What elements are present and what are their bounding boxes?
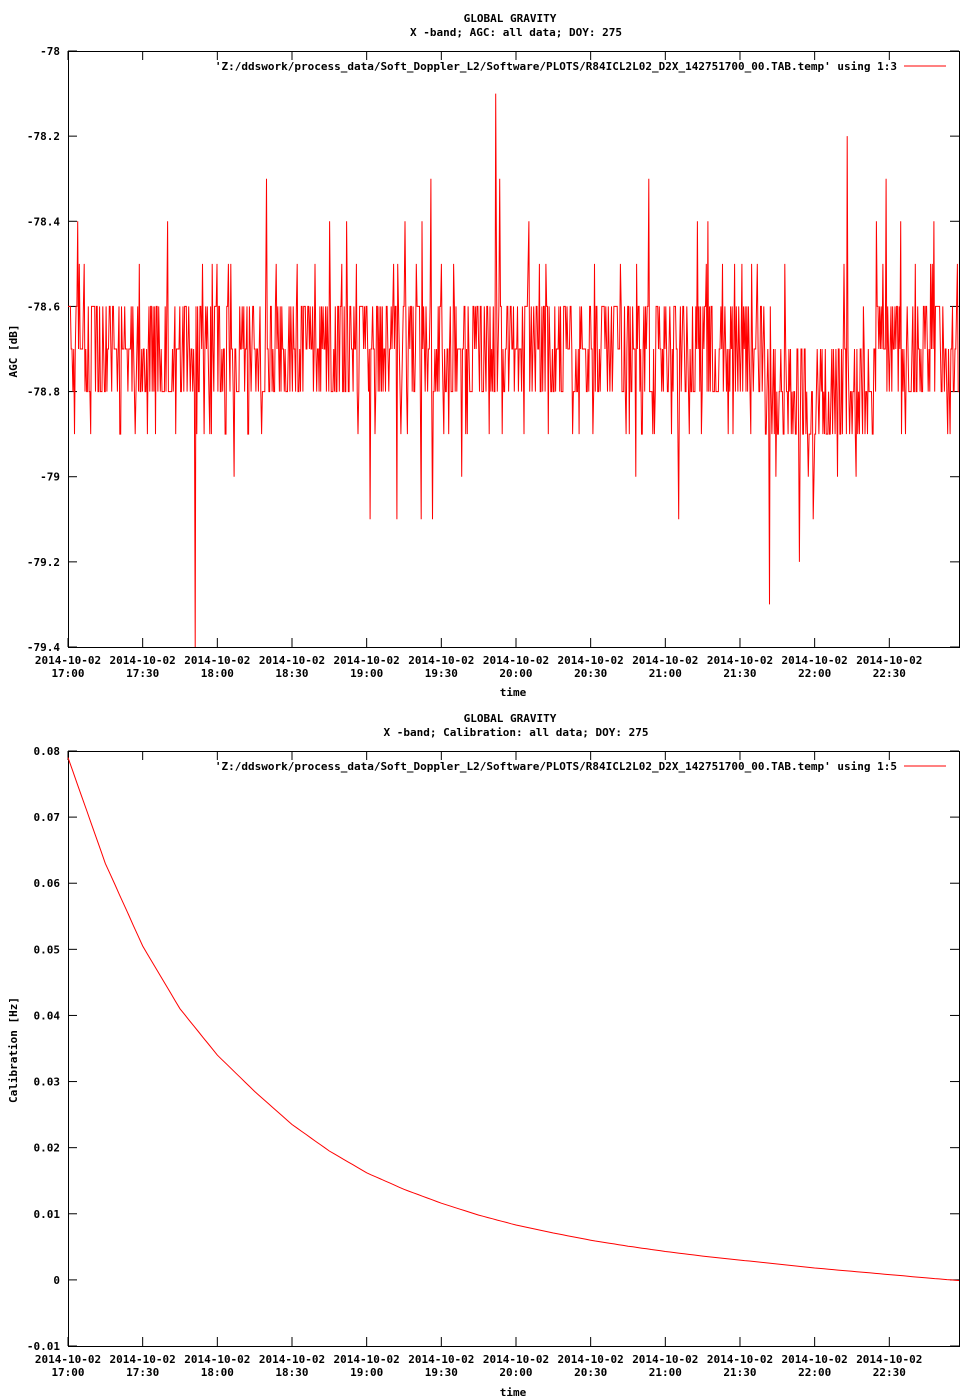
y-tick-label: -79.4 [27,641,60,654]
y-tick-label: 0.07 [34,811,61,824]
x-tick-date-label: 2014-10-02 [707,1353,773,1366]
x-tick-time-label: 19:00 [350,667,383,680]
x-tick-time-label: 22:30 [873,667,906,680]
y-tick-label: -78.2 [27,130,60,143]
x-tick-time-label: 20:00 [499,667,532,680]
calibration-y-ticks: 0.08 0.07 0.06 0.05 0.04 0.03 0.02 0.01 0 -0.01 [27,745,959,1353]
x-tick-date-label: 2014-10-02 [408,654,474,667]
y-tick-label: 0 [53,1274,60,1287]
x-tick-date-label: 2014-10-02 [707,654,773,667]
x-tick-time-label: 19:30 [425,667,458,680]
y-tick-label: 0.03 [34,1076,61,1089]
x-tick-time-label: 22:00 [798,1366,831,1379]
y-tick-label: 0.05 [34,943,61,956]
x-tick-date-label: 2014-10-02 [782,654,848,667]
x-tick-date-label: 2014-10-02 [558,654,624,667]
agc-x-ticks: 2014-10-0217:002014-10-0217:302014-10-02… [35,51,922,680]
y-tick-label: -0.01 [27,1340,60,1353]
x-tick-date-label: 2014-10-02 [632,1353,698,1366]
agc-chart-subtitle: X -band; AGC: all data; DOY: 275 [410,26,622,39]
agc-plot-frame [68,51,960,648]
x-tick-time-label: 18:30 [275,667,308,680]
agc-y-axis-label: AGC [dB] [7,325,20,378]
y-tick-label: -79 [40,471,60,484]
x-tick-date-label: 2014-10-02 [110,654,176,667]
agc-x-axis-label: time [500,686,527,699]
x-tick-date-label: 2014-10-02 [334,654,400,667]
x-tick-time-label: 20:00 [499,1366,532,1379]
y-tick-label: -78.6 [27,300,60,313]
x-tick-date-label: 2014-10-02 [259,654,325,667]
x-tick-time-label: 18:00 [201,667,234,680]
y-tick-label: -79.2 [27,556,60,569]
y-tick-label: -78.8 [27,386,60,399]
calibration-legend-label: 'Z:/ddswork/process_data/Soft_Doppler_L2… [215,760,897,773]
x-tick-time-label: 21:30 [723,1366,756,1379]
calibration-x-ticks: 2014-10-0217:002014-10-0217:302014-10-02… [35,751,922,1379]
x-tick-date-label: 2014-10-02 [408,1353,474,1366]
agc-plot-area [68,93,959,648]
y-tick-label: 0.02 [34,1142,61,1155]
agc-chart-title: GLOBAL GRAVITY [464,12,557,25]
x-tick-time-label: 20:30 [574,1366,607,1379]
x-tick-time-label: 18:30 [275,1366,308,1379]
x-tick-date-label: 2014-10-02 [35,1353,101,1366]
x-tick-date-label: 2014-10-02 [184,1353,250,1366]
x-tick-date-label: 2014-10-02 [558,1353,624,1366]
y-tick-label: -78.4 [27,215,60,228]
calibration-y-axis-label: Calibration [Hz] [7,997,20,1103]
calibration-chart-title: GLOBAL GRAVITY [464,712,557,725]
x-tick-time-label: 20:30 [574,667,607,680]
x-tick-date-label: 2014-10-02 [184,654,250,667]
series-line [67,757,960,1281]
x-tick-date-label: 2014-10-02 [483,1353,549,1366]
y-tick-label: 0.01 [34,1208,61,1221]
y-tick-label: -78 [40,45,60,58]
y-tick-label: 0.06 [34,877,61,890]
x-tick-time-label: 17:30 [126,667,159,680]
calibration-plot-frame [68,751,960,1347]
x-tick-date-label: 2014-10-02 [632,654,698,667]
x-tick-time-label: 21:00 [649,1366,682,1379]
x-tick-date-label: 2014-10-02 [856,654,922,667]
y-tick-label: 0.04 [34,1009,61,1022]
x-tick-time-label: 22:00 [798,667,831,680]
x-tick-date-label: 2014-10-02 [259,1353,325,1366]
x-tick-date-label: 2014-10-02 [483,654,549,667]
x-tick-date-label: 2014-10-02 [856,1353,922,1366]
x-tick-time-label: 19:30 [425,1366,458,1379]
x-tick-date-label: 2014-10-02 [334,1353,400,1366]
x-tick-time-label: 21:00 [649,667,682,680]
agc-y-ticks: -78 -78.2 -78.4 -78.6 -78.8 -79 -79.2 -79.4 [27,45,959,654]
x-tick-time-label: 22:30 [873,1366,906,1379]
x-tick-time-label: 17:00 [51,667,84,680]
x-tick-date-label: 2014-10-02 [35,654,101,667]
agc-legend-label: 'Z:/ddswork/process_data/Soft_Doppler_L2… [215,60,897,73]
x-tick-date-label: 2014-10-02 [782,1353,848,1366]
x-tick-date-label: 2014-10-02 [110,1353,176,1366]
calibration-plot-area [67,757,960,1281]
x-tick-time-label: 17:00 [51,1366,84,1379]
calibration-chart-subtitle: X -band; Calibration: all data; DOY: 275 [384,726,649,739]
x-tick-time-label: 18:00 [201,1366,234,1379]
x-tick-time-label: 21:30 [723,667,756,680]
series-line [68,93,959,648]
agc-chart-panel: GLOBAL GRAVITY X -band; AGC: all data; D… [7,12,960,699]
y-tick-label: 0.08 [34,745,61,758]
x-tick-time-label: 19:00 [350,1366,383,1379]
x-tick-time-label: 17:30 [126,1366,159,1379]
calibration-x-axis-label: time [500,1386,527,1399]
calibration-chart-panel: GLOBAL GRAVITY X -band; Calibration: all… [7,712,960,1399]
